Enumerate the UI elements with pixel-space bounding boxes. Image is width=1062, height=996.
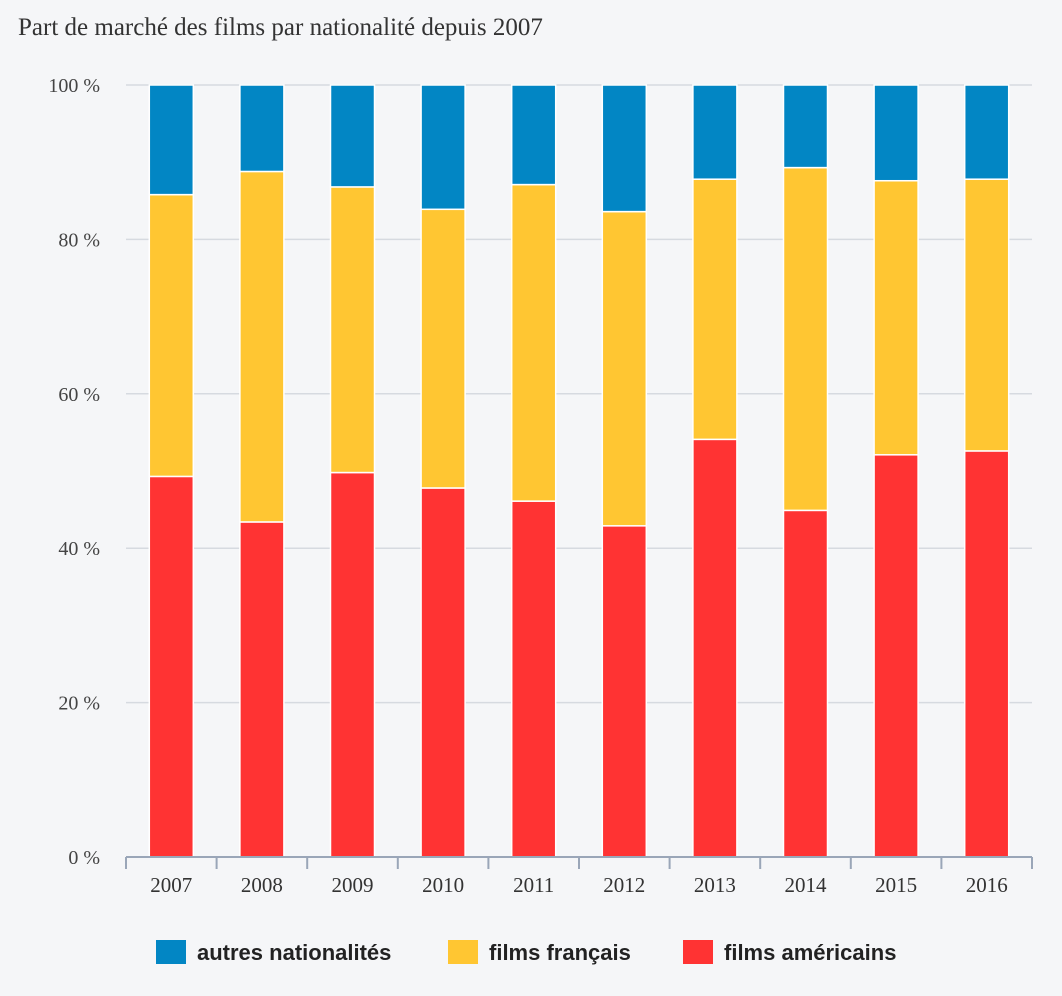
bar-segment	[782, 509, 829, 858]
y-tick-label: 60 %	[58, 384, 100, 406]
bar-segment	[782, 166, 829, 512]
legend-swatch	[156, 940, 186, 964]
bars	[148, 84, 1010, 858]
x-tick-label: 2007	[150, 873, 192, 897]
x-tick-label: 2013	[694, 873, 736, 897]
chart-title: Part de marché des films par nationalité…	[18, 14, 543, 41]
x-tick-label: 2012	[603, 873, 645, 897]
legend-label: films américains	[724, 940, 896, 965]
bar-segment	[420, 84, 466, 211]
x-tick-label: 2015	[875, 873, 917, 897]
y-tick-label: 0 %	[68, 847, 100, 869]
x-axis: 2007 2008 2009 2010 2011 2012 2013 2014 2015 2016	[125, 856, 1033, 897]
y-tick-label: 40 %	[58, 538, 100, 560]
bar-segment	[148, 193, 195, 478]
bar-segment	[329, 84, 376, 188]
bar-segment	[239, 170, 285, 523]
bar-segment	[692, 178, 738, 441]
bar-segment	[239, 84, 285, 173]
y-tick-label: 100 %	[48, 75, 100, 97]
x-tick-label: 2009	[332, 873, 374, 897]
bar-segment	[148, 475, 195, 858]
legend-swatch	[448, 940, 478, 964]
bar-segment	[510, 500, 557, 858]
bar-segment	[239, 521, 285, 858]
bar-segment	[601, 210, 648, 527]
bar-segment	[420, 208, 466, 489]
bar-segment	[601, 525, 648, 858]
bar-segment	[510, 183, 557, 502]
x-tick-label: 2016	[966, 873, 1008, 897]
y-axis-ticks: 0 % 20 % 40 % 60 % 80 % 100 %	[48, 75, 100, 869]
bar-segment	[873, 179, 919, 456]
bar-segment	[963, 178, 1010, 452]
legend-label: autres nationalités	[197, 940, 391, 965]
x-tick-label: 2014	[785, 873, 828, 897]
legend-label: films français	[489, 940, 631, 965]
bar-segment	[873, 84, 919, 182]
bar-segment	[601, 84, 648, 213]
legend: autres nationalités films français films a…	[156, 940, 896, 965]
legend-swatch	[683, 940, 713, 964]
bar-segment	[510, 84, 557, 186]
y-tick-label: 20 %	[58, 693, 100, 715]
x-tick-label: 2011	[513, 873, 554, 897]
bar-segment	[692, 84, 738, 180]
bar-segment	[148, 84, 195, 196]
bar-segment	[963, 84, 1010, 180]
bar-segment	[963, 450, 1010, 858]
bar-segment	[692, 438, 738, 858]
bar-segment	[329, 186, 376, 474]
bar-segment	[782, 84, 829, 169]
x-tick-label: 2008	[241, 873, 283, 897]
bar-segment	[329, 471, 376, 858]
x-tick-label: 2010	[422, 873, 464, 897]
y-tick-label: 80 %	[58, 229, 100, 251]
bar-segment	[873, 454, 919, 858]
bar-segment	[420, 487, 466, 858]
